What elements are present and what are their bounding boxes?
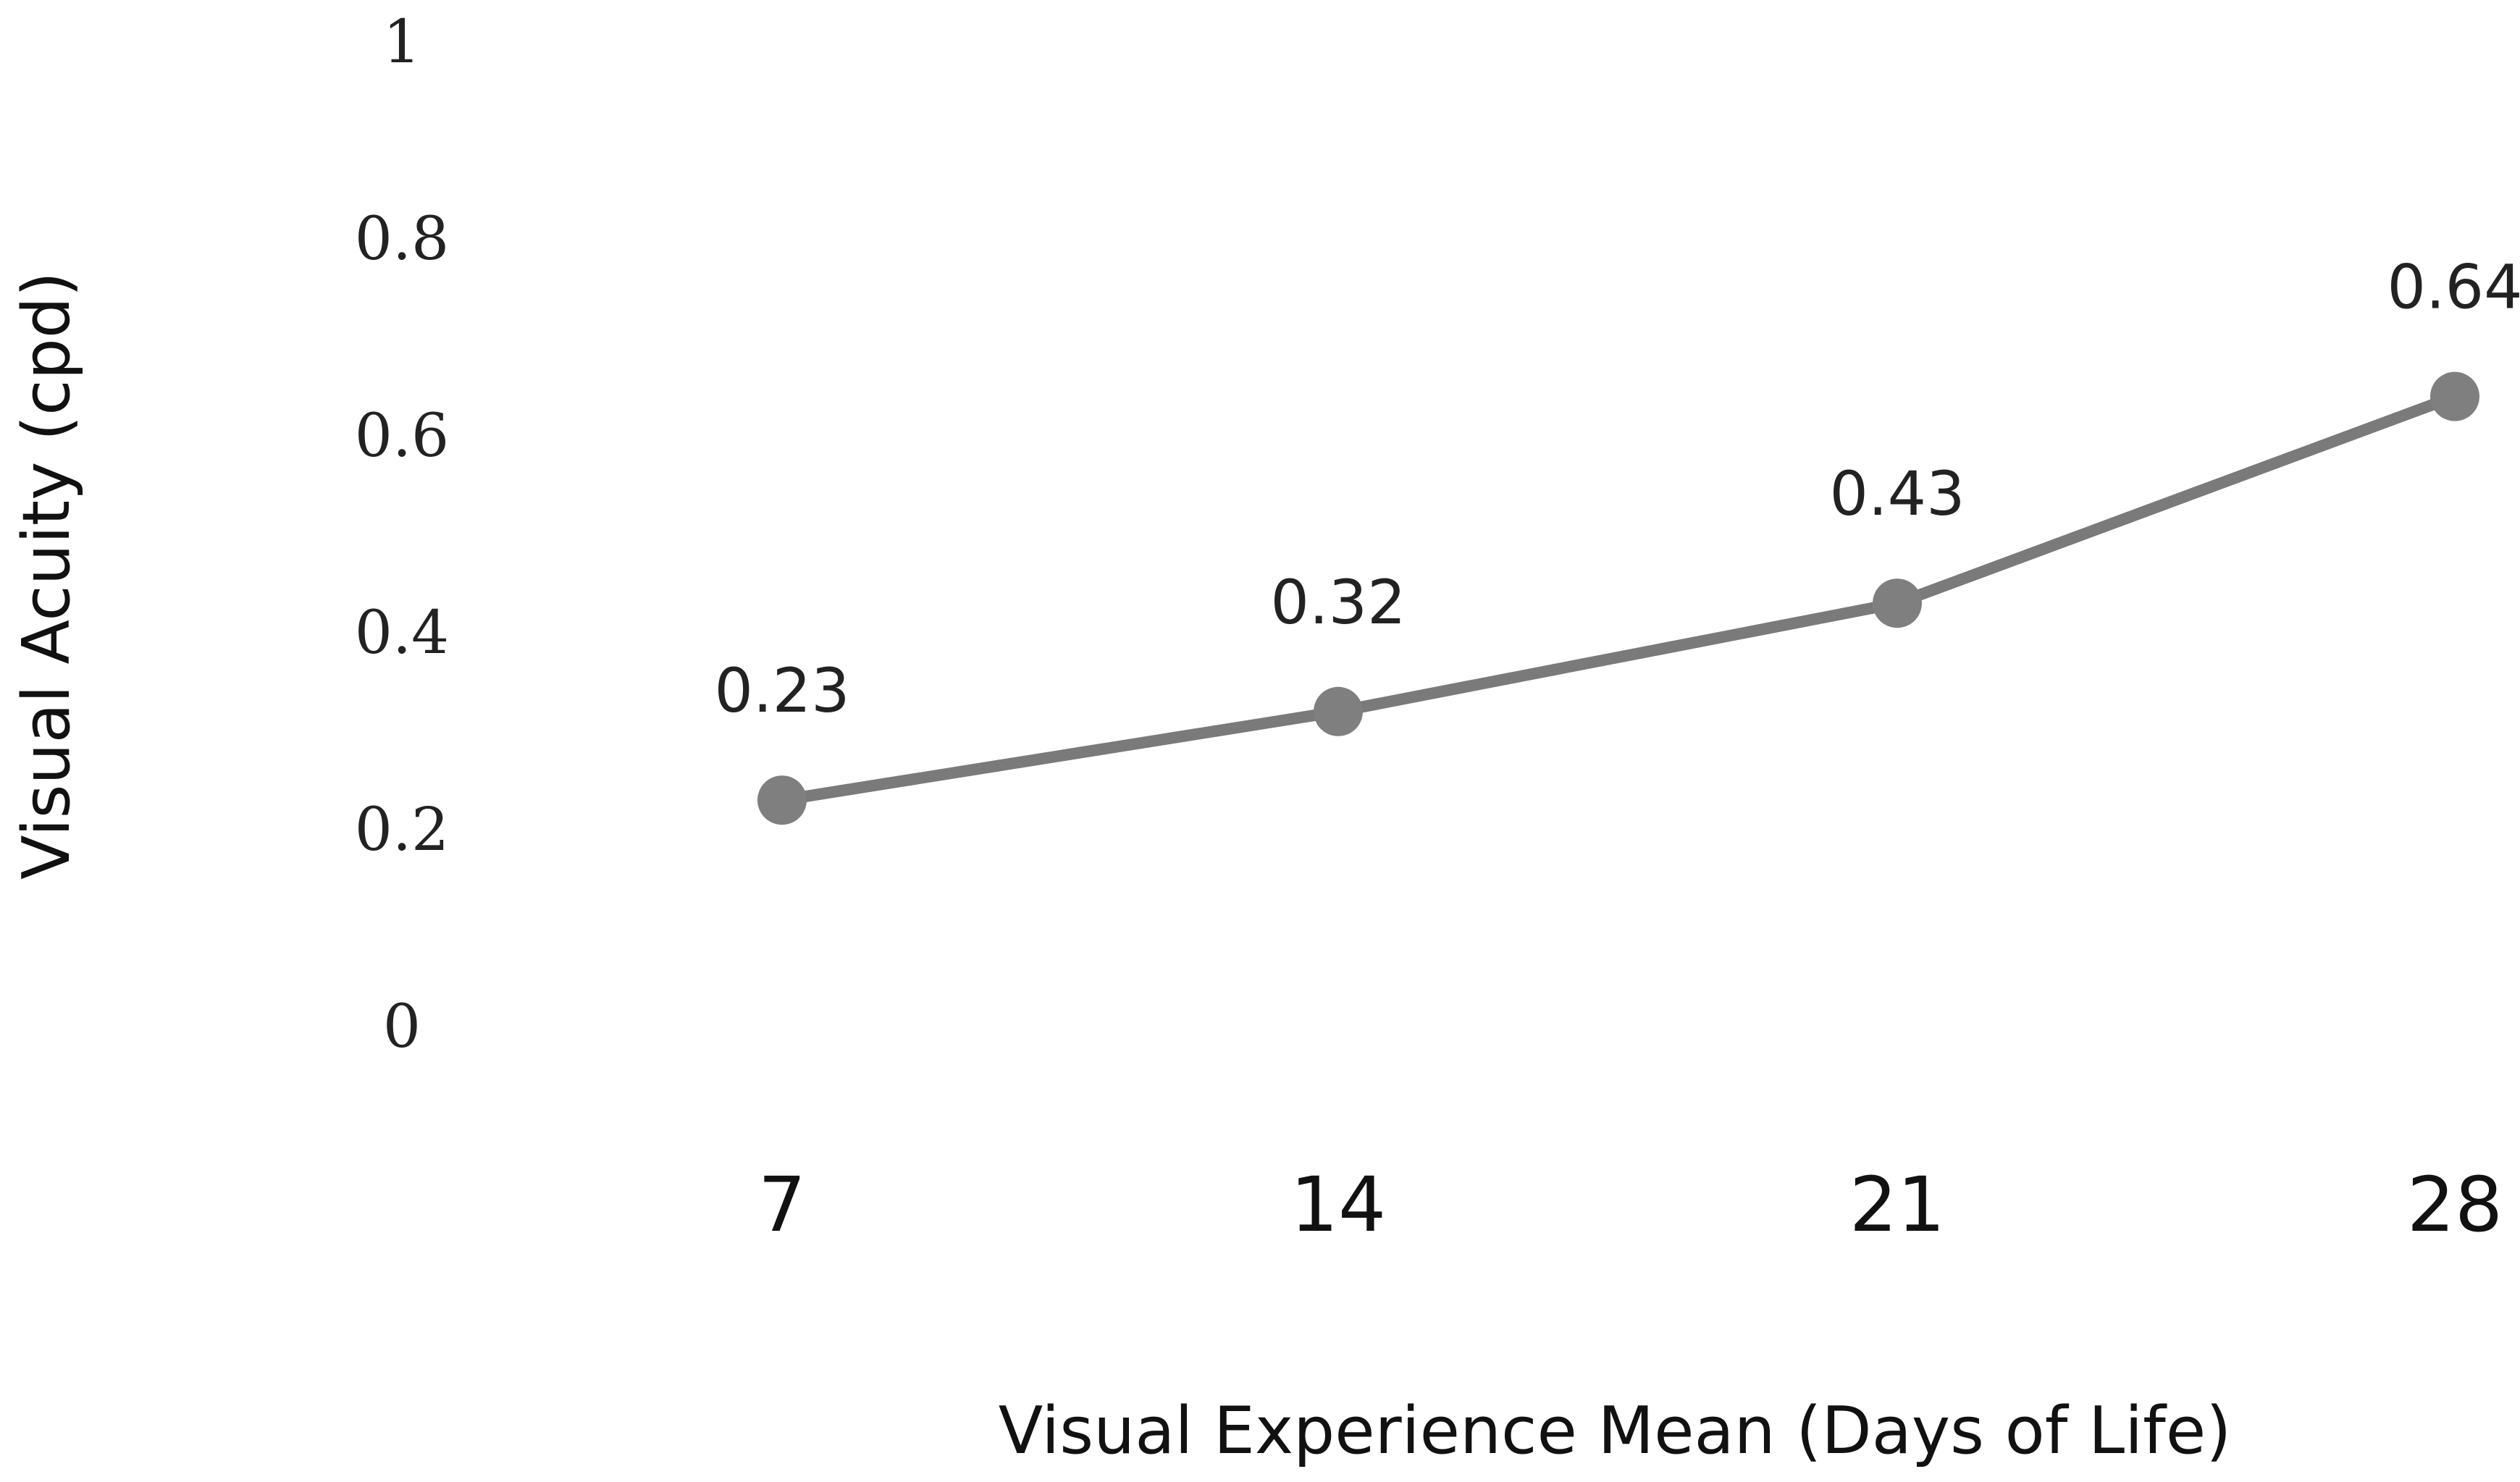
- series-line: [776, 390, 2461, 807]
- data-point: [757, 775, 807, 825]
- y-axis-title: Visual Acuity (cpd): [9, 271, 85, 880]
- x-tick-label: 7: [758, 1161, 806, 1249]
- data-point: [1873, 578, 1922, 628]
- data-label: 0.23: [714, 655, 849, 726]
- x-tick-label: 21: [1849, 1161, 1945, 1249]
- data-point: [2430, 371, 2479, 421]
- data-label: 0.64: [2387, 252, 2520, 323]
- data-label: 0.32: [1270, 567, 1406, 638]
- y-tick-label: 0.2: [355, 796, 449, 864]
- y-axis-ticks: 0 0.2 0.4 0.6 0.8 1: [355, 8, 449, 1061]
- y-tick-label: 1: [383, 8, 421, 77]
- data-point: [1314, 686, 1363, 736]
- x-axis-title: Visual Experience Mean (Days of Life): [999, 1393, 2232, 1469]
- data-label: 0.43: [1829, 458, 1965, 529]
- points-layer: [757, 371, 2479, 825]
- data-labels-layer: 0.23 0.32 0.43 0.64: [714, 252, 2520, 727]
- x-axis-ticks: 7 14 21 28: [758, 1161, 2503, 1249]
- y-tick-label: 0: [383, 993, 421, 1061]
- y-tick-label: 0.8: [355, 205, 449, 274]
- y-tick-label: 0.4: [355, 599, 449, 668]
- x-tick-label: 28: [2407, 1161, 2503, 1249]
- y-tick-label: 0.6: [355, 402, 449, 471]
- series-layer: [776, 390, 2461, 807]
- x-tick-label: 14: [1290, 1161, 1386, 1249]
